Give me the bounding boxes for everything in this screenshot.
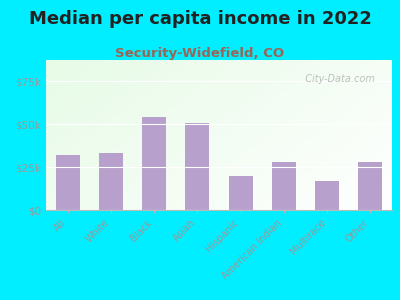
Bar xyxy=(315,181,339,210)
Bar xyxy=(142,117,166,210)
Bar xyxy=(99,153,123,210)
Bar xyxy=(229,176,252,210)
Text: Security-Widefield, CO: Security-Widefield, CO xyxy=(116,46,284,59)
Bar xyxy=(56,155,80,210)
Bar xyxy=(358,162,382,210)
Text: Median per capita income in 2022: Median per capita income in 2022 xyxy=(28,11,372,28)
Text: City-Data.com: City-Data.com xyxy=(298,74,374,85)
Bar xyxy=(272,162,296,210)
Bar xyxy=(186,123,209,210)
